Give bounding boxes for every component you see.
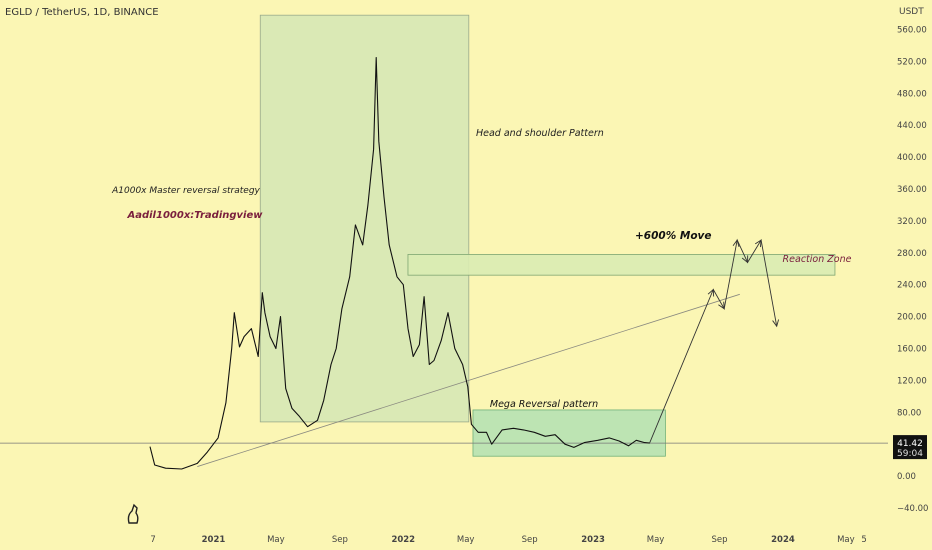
head-shoulder-box xyxy=(259,14,470,423)
price-tick-label: 560.00 xyxy=(897,26,927,36)
time-tick-label: Sep xyxy=(522,535,538,545)
price-tick-label: 320.00 xyxy=(897,217,927,227)
time-tick-label: May xyxy=(837,535,855,545)
mega-reversal-label: Mega Reversal pattern xyxy=(490,399,598,410)
time-tick-label: 2022 xyxy=(391,535,415,545)
reaction-zone-label: Reaction Zone xyxy=(783,254,852,265)
reaction-zone-box xyxy=(407,254,836,276)
tradingview-logo-icon[interactable] xyxy=(127,503,139,524)
price-tick-label: 360.00 xyxy=(897,185,927,195)
time-tick-label: Sep xyxy=(332,535,348,545)
projection-arrowhead xyxy=(741,255,749,264)
author-label: Aadil1000x:Tradingview xyxy=(126,210,263,221)
projection-arrowhead xyxy=(772,319,780,328)
price-tick-label: −40.00 xyxy=(897,504,928,514)
price-tick-label: 200.00 xyxy=(897,313,927,323)
price-series-line xyxy=(149,56,650,470)
symbol-title: EGLD / TetherUS, 1D, BINANCE xyxy=(5,7,159,18)
time-tick-label: 7 xyxy=(150,535,155,545)
time-axis[interactable]: 7 2021 May Sep 2022 May Sep 2023 May Sep 2024 May 5 xyxy=(150,535,866,545)
price-tick-label: 0.00 xyxy=(897,472,916,482)
mega-reversal-box xyxy=(472,409,666,457)
price-tick-label: 520.00 xyxy=(897,57,927,67)
price-axis[interactable]: 560.00 520.00 480.00 440.00 400.00 360.00 320.… xyxy=(897,26,928,514)
price-tick-label: 240.00 xyxy=(897,281,927,291)
price-tick-label: 120.00 xyxy=(897,376,927,386)
price-tick-label: 280.00 xyxy=(897,249,927,259)
projection-arrowhead xyxy=(707,288,715,297)
time-tick-label: May xyxy=(647,535,665,545)
countdown-value: 59:04 xyxy=(897,449,923,459)
time-tick-label: 2024 xyxy=(771,535,795,545)
projection-arrowhead xyxy=(718,301,725,310)
last-price-value: 41.42 xyxy=(897,439,923,449)
time-tick-label: Sep xyxy=(711,535,727,545)
trendline xyxy=(197,293,740,467)
price-tick-label: 160.00 xyxy=(897,345,927,355)
time-tick-label: 2021 xyxy=(202,535,226,545)
price-tick-label: 80.00 xyxy=(897,408,921,418)
move-label: +600% Move xyxy=(635,230,712,242)
projection-arrowhead xyxy=(732,239,740,247)
currency-label: USDT xyxy=(899,7,924,17)
head-shoulder-label: Head and shoulder Pattern xyxy=(476,128,604,139)
price-tick-label: 440.00 xyxy=(897,121,927,131)
last-price-marker: 41.42 59:04 xyxy=(893,435,927,460)
time-tick-label: 2023 xyxy=(581,535,605,545)
price-tick-label: 480.00 xyxy=(897,89,927,99)
time-tick-label: 5 xyxy=(861,535,866,545)
strategy-label: A1000x Master reversal strategy xyxy=(111,186,260,196)
time-tick-label: May xyxy=(457,535,475,545)
price-tick-label: 400.00 xyxy=(897,153,927,163)
time-tick-label: May xyxy=(267,535,285,545)
projection-arrowhead xyxy=(754,239,762,248)
